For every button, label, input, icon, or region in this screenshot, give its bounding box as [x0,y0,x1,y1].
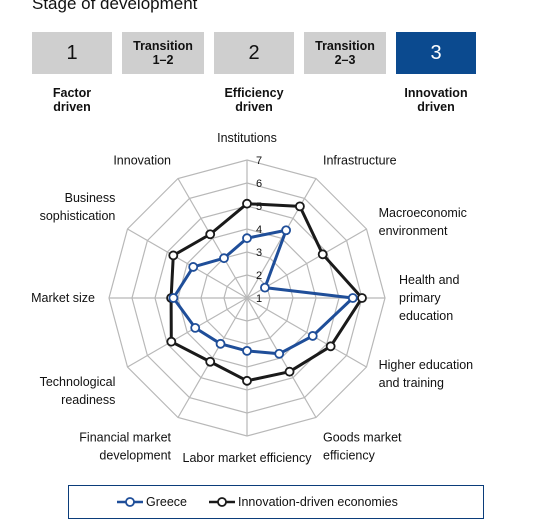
tick-label-3: 3 [256,247,262,259]
stage-1-number: 1 [66,41,78,64]
axis-label-4-line-0: Higher education [379,358,474,372]
stage-1-label-line-2: driven [53,100,91,114]
legend-innovation-label: Innovation-driven economies [238,495,398,509]
tick-label-4: 4 [256,224,262,236]
axis-label-8-line-1: readiness [61,393,115,407]
series-1-point-2 [317,249,328,260]
series-1-point-7 [205,356,216,367]
stage-2-label: Efficiency driven [204,86,304,114]
axis-label-8-line-0: Technological [40,375,116,389]
stage-1-label: Factor driven [22,86,122,114]
series-0-point-10 [188,262,199,272]
axis-label-8: Technological readiness [40,375,116,407]
axis-label-5-line-0: Goods market [323,431,402,445]
series-0-point-9 [168,293,179,303]
axis-spoke-8 [127,297,248,368]
axis-label-1-line-0: Infrastructure [323,153,397,167]
transition-2-3-line-1: Transition [315,39,375,53]
series-1-point-3 [357,293,367,303]
legend-greece-label: Greece [146,495,187,509]
series-0-point-3 [347,293,358,303]
stage-2-number: 2 [248,41,260,64]
axis-label-9-line-0: Market size [31,291,95,305]
stage-3-box: 3 [396,32,476,74]
legend-item-innovation-driven: Innovation-driven economies [209,495,398,509]
series-0-point-7 [215,338,226,349]
axis-label-2-line-1: environment [379,224,448,238]
transition-2-3-line-2: 2–3 [334,53,356,67]
stage-3-number: 3 [430,41,442,64]
axis-label-11-line-0: Innovation [113,153,171,167]
transition-1-2-box: Transition 1–2 [122,32,204,74]
axis-label-3-line-2: education [399,309,453,323]
axis-label-0: Institutions [217,131,277,145]
axis-label-6: Labor market efficiency [183,451,313,465]
stage-2-label-line-1: Efficiency [224,86,284,100]
axis-label-3-line-0: Health and [399,273,460,287]
legend-item-greece: Greece [117,495,187,509]
tick-label-7: 7 [256,155,262,167]
series-1-point-8 [166,336,177,347]
axis-label-10-line-1: sophistication [40,209,116,223]
tick-label-1: 1 [256,293,262,305]
series-1-point-11 [205,229,216,240]
transition-1-2-line-2: 1–2 [152,53,174,67]
series-0-point-4 [307,331,318,341]
series-0-point-2 [260,282,270,293]
tick-label-6: 6 [256,178,262,190]
axis-label-1: Infrastructure [323,153,397,167]
axis-label-4: Higher education and training [379,358,474,390]
tick-label-5: 5 [256,201,262,213]
axis-label-3-line-1: primary [399,291,441,305]
chart-title: Stage of development [32,0,198,13]
legend-greece-marker-icon [117,497,143,507]
axis-spoke-10 [127,228,248,299]
axis-spoke-1 [246,178,317,299]
series-1-point-1 [294,201,305,212]
series-0-point-6 [242,345,252,356]
axis-label-7-line-1: development [99,449,171,463]
axis-label-2: Macroeconomic environment [379,206,467,238]
series-0-point-8 [190,322,201,333]
axis-label-7: Financial market development [79,431,171,463]
chart-legend: Greece Innovation-driven economies [68,485,484,519]
stage-2-box: 2 [214,32,294,74]
axis-label-5-line-1: efficiency [323,449,376,463]
axis-spoke-4 [246,297,367,368]
series-1-point-0 [242,198,252,209]
axis-label-6-line-0: Labor market efficiency [183,451,313,465]
axis-label-4-line-1: and training [379,376,444,390]
axis-label-3: Health and primary education [399,273,460,323]
tick-label-2: 2 [256,270,262,282]
series-1-point-6 [242,375,252,386]
axis-label-10: Business sophistication [40,191,116,223]
stage-3-label: Innovation driven [386,86,486,114]
stage-3-label-line-2: driven [417,100,455,114]
legend-innovation-marker-icon [209,497,235,507]
stage-2-label-line-2: driven [235,100,273,114]
series-1-point-4 [325,341,336,352]
axis-label-2-line-0: Macroeconomic [379,206,467,220]
axis-label-9: Market size [31,291,95,305]
transition-1-2-line-1: Transition [133,39,193,53]
series-0-point-1 [281,225,292,236]
radar-chart: 1 2 3 4 5 6 7 Institutions Infrastructure Macroec… [31,131,474,465]
axis-label-0-line-0: Institutions [217,131,277,145]
stage-1-label-line-1: Factor [52,86,92,100]
stage-1-box: 1 [32,32,112,74]
series-1-point-10 [168,250,179,261]
series-1-point-5 [284,366,295,377]
axis-label-10-line-0: Business [65,191,116,205]
stage-3-label-line-1: Innovation [404,86,468,100]
axis-label-7-line-0: Financial market [79,431,171,445]
axis-label-5: Goods market efficiency [323,431,402,463]
series-0-point-0 [242,233,252,244]
series-0-point-5 [274,348,285,359]
transition-2-3-box: Transition 2–3 [304,32,386,74]
series-0-point-11 [219,253,229,264]
axis-label-11: Innovation [113,153,171,167]
